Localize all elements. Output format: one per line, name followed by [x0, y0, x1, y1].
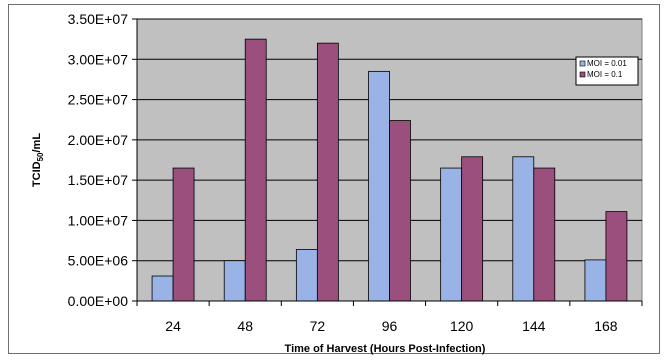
bar-moi-0-1-48 — [244, 38, 267, 302]
bar-moi-0-01-24 — [151, 275, 174, 302]
legend-label: MOI = 0.01 — [587, 59, 627, 68]
legend: MOI = 0.01 MOI = 0.1 — [575, 56, 639, 86]
bar-moi-0-1-96 — [389, 120, 411, 302]
bar-moi-0-01-120 — [440, 167, 463, 302]
y-tick-label: 0.00E+00 — [68, 293, 129, 309]
y-axis-title: TCID50/mL — [31, 133, 45, 187]
bar-moi-0-01-72 — [295, 249, 318, 302]
y-tick-label: 2.50E+07 — [68, 92, 129, 108]
x-tick-label: 144 — [522, 318, 546, 334]
y-tick-label: 5.00E+06 — [68, 253, 129, 269]
bar-moi-0-01-168 — [584, 259, 607, 302]
y-axis-title-suffix: /mL — [31, 133, 43, 153]
bar-moi-0-01-48 — [223, 260, 246, 302]
x-tick-label: 120 — [450, 318, 474, 334]
bar-moi-0-1-168 — [605, 211, 628, 302]
x-tick-label: 96 — [382, 318, 398, 334]
x-axis-title: Time of Harvest (Hours Post-Infection) — [285, 343, 486, 355]
bar-moi-0-01-144 — [512, 156, 535, 302]
x-tick-label: 72 — [310, 318, 326, 334]
y-axis-title-subscript: 50 — [36, 152, 45, 161]
y-tick-label: 1.50E+07 — [68, 172, 129, 188]
bar-moi-0-1-144 — [533, 167, 556, 302]
legend-swatch — [579, 71, 586, 78]
legend-swatch — [579, 60, 586, 67]
y-tick-label: 3.00E+07 — [68, 51, 129, 67]
x-tick-label: 168 — [594, 318, 618, 334]
y-tick-label: 1.00E+07 — [68, 212, 129, 228]
x-tick-label: 24 — [165, 318, 181, 334]
y-tick-label: 3.50E+07 — [68, 11, 129, 27]
bar-moi-0-1-72 — [316, 42, 339, 302]
x-tick-label: 48 — [237, 318, 253, 334]
y-tick-label: 2.00E+07 — [68, 132, 129, 148]
y-axis-title-main: TCID — [31, 161, 43, 187]
bar-moi-0-01-96 — [368, 70, 390, 302]
legend-box — [575, 56, 639, 86]
bar-moi-0-1-24 — [172, 167, 195, 302]
bar-moi-0-1-120 — [461, 156, 484, 302]
legend-label: MOI = 0.1 — [587, 70, 623, 79]
